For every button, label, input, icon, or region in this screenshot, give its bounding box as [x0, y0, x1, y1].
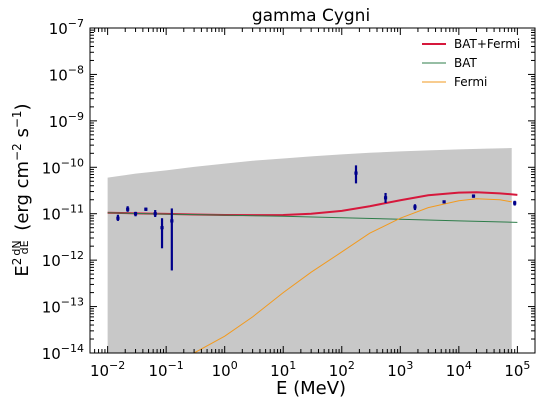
- x-tick-label: 102: [329, 359, 355, 380]
- x-tick-label: 105: [504, 359, 530, 380]
- upper-limit-band-layer: [107, 148, 512, 353]
- data-point: [513, 201, 517, 205]
- data-point: [383, 196, 388, 200]
- y-tick-label: 10−14: [42, 342, 84, 363]
- data-point: [153, 212, 157, 216]
- y-axis-title-s-exp: −1: [10, 110, 24, 128]
- y-axis-title-s: s: [12, 128, 33, 143]
- series-line-bat: [107, 212, 518, 223]
- legend-label-bat-fermi: BAT+Fermi: [454, 37, 520, 51]
- data-point: [144, 207, 148, 211]
- x-tick-label: 10−1: [149, 359, 184, 380]
- y-tick-label: 10−12: [42, 249, 84, 270]
- x-tick-label: 104: [446, 359, 472, 380]
- y-axis-title-frac-top: dN: [10, 240, 23, 255]
- x-axis-title: E (MeV): [276, 378, 346, 399]
- data-point: [471, 194, 476, 198]
- x-axis-ticks: 10−2 10−1 100 101 102 103 104 105: [89, 28, 536, 380]
- series-line-fermi: [193, 198, 512, 353]
- y-tick-label: 10−8: [49, 63, 84, 84]
- legend: BAT+Fermi BAT Fermi: [422, 37, 520, 89]
- plot-frame: [89, 27, 536, 354]
- legend-label-bat: BAT: [454, 56, 478, 70]
- data-point: [160, 226, 164, 230]
- upper-limit-band: [107, 148, 512, 353]
- y-tick-label: 10−11: [42, 203, 84, 224]
- data-point: [354, 171, 358, 175]
- y-axis-title-close: ): [12, 103, 33, 110]
- data-point: [413, 205, 417, 209]
- y-axis-title-e: E: [12, 265, 33, 276]
- x-tick-label: 103: [387, 359, 413, 380]
- series-layer: [107, 191, 518, 353]
- x-tick-label: 101: [270, 359, 296, 380]
- y-axis-title: E2 dNdE (erg cm−2 s−1): [10, 103, 33, 276]
- data-point: [126, 207, 130, 211]
- data-point: [133, 212, 138, 216]
- chart-title: gamma Cygni: [252, 6, 370, 26]
- x-tick-label: 10−2: [90, 359, 125, 380]
- y-axis-title-rest: dE: [18, 240, 31, 254]
- data-point: [116, 216, 120, 220]
- y-axis-title-sup: 2: [10, 258, 24, 266]
- data-point: [442, 200, 446, 204]
- y-axis-title-cm-exp: −2: [10, 143, 24, 161]
- y-axis-title-units: (erg cm: [12, 161, 33, 236]
- y-axis-ticks: 10−14 10−13 10−12 10−11 10−10 10−9 10−8 10−7: [42, 17, 535, 363]
- x-tick-label: 100: [212, 359, 238, 380]
- y-tick-label: 10−7: [49, 17, 84, 38]
- legend-label-fermi: Fermi: [454, 75, 487, 89]
- data-point: [170, 219, 174, 223]
- y-tick-label: 10−9: [49, 110, 84, 131]
- svg-text:E2dNdE (erg cm−2 s−1): E2 dNdE (erg cm−2 s−1): [10, 103, 33, 276]
- y-tick-label: 10−10: [42, 156, 84, 177]
- y-tick-label: 10−13: [42, 296, 84, 317]
- data-points-layer: [116, 165, 517, 271]
